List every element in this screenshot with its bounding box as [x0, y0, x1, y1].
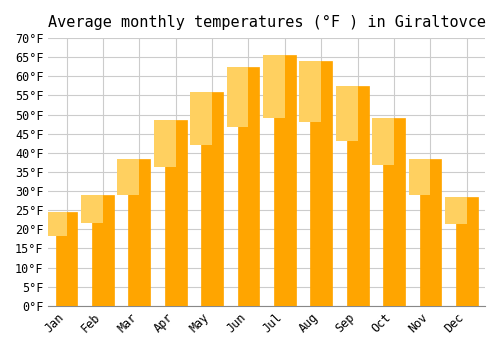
Bar	[190, 92, 212, 145]
Bar	[92, 195, 114, 306]
Bar	[372, 118, 394, 165]
Bar	[263, 55, 285, 118]
Title: Average monthly temperatures (°F ) in Giraltovce: Average monthly temperatures (°F ) in Gi…	[48, 15, 486, 30]
Bar	[383, 118, 405, 306]
Bar	[154, 120, 176, 167]
Bar	[456, 197, 477, 306]
Bar	[310, 61, 332, 306]
Bar	[274, 55, 296, 306]
Bar	[226, 67, 248, 127]
Bar	[128, 159, 150, 306]
Bar	[238, 67, 260, 306]
Bar	[346, 86, 368, 306]
Bar	[118, 159, 140, 195]
Bar	[56, 212, 78, 306]
Bar	[408, 159, 430, 195]
Bar	[201, 92, 223, 306]
Bar	[81, 195, 103, 223]
Bar	[445, 197, 467, 224]
Bar	[165, 120, 186, 306]
Bar	[300, 61, 322, 122]
Bar	[44, 212, 66, 236]
Bar	[336, 86, 357, 141]
Bar	[420, 159, 442, 306]
